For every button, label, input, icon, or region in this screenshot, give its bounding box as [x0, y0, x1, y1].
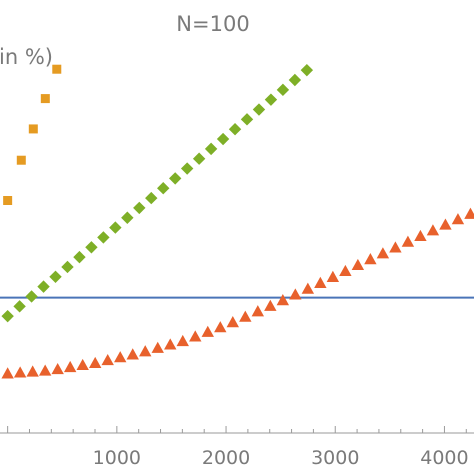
triangle-point	[26, 365, 39, 377]
triangle-point	[426, 224, 440, 236]
x-tick-label: 3000	[311, 447, 359, 469]
triangle-point	[414, 229, 427, 242]
diamond-point	[85, 241, 98, 254]
triangle-point	[164, 338, 177, 350]
square-point	[16, 155, 26, 165]
diamond-point	[109, 221, 122, 234]
diamond-point	[13, 300, 26, 313]
triangle-point	[326, 270, 340, 282]
diamond-point	[157, 182, 170, 195]
triangle-point	[1, 367, 14, 379]
series-triangle	[1, 207, 474, 379]
triangle-point	[376, 247, 390, 259]
diamond-point	[180, 162, 194, 175]
triangle-point	[401, 235, 415, 247]
square-point	[40, 94, 50, 104]
x-tick-label: 4000	[420, 447, 468, 469]
diamond-point	[216, 132, 230, 146]
triangle-point	[76, 358, 89, 371]
diamond-point	[276, 83, 290, 97]
diamond-point	[97, 231, 110, 244]
y-axis-label: in %)	[0, 45, 53, 69]
triangle-point	[389, 241, 402, 253]
diamond-point	[300, 63, 314, 77]
triangle-point	[114, 351, 127, 363]
triangle-point	[364, 253, 377, 265]
triangle-point	[38, 364, 52, 376]
diamond-point	[240, 113, 254, 126]
diamond-point	[145, 191, 158, 205]
triangle-point	[214, 321, 227, 333]
series-layer	[0, 63, 474, 379]
diamond-point	[133, 201, 146, 215]
triangle-point	[264, 299, 277, 311]
triangle-point	[189, 330, 202, 342]
triangle-point	[176, 334, 189, 347]
square-point	[52, 64, 62, 74]
diamond-point	[61, 260, 74, 274]
triangle-point	[339, 264, 352, 276]
triangle-point	[101, 353, 114, 366]
triangle-point	[51, 362, 64, 375]
series-square	[3, 64, 62, 206]
triangle-point	[451, 213, 465, 225]
diamond-point	[228, 122, 242, 136]
triangle-point	[201, 325, 214, 337]
triangle-point	[276, 294, 290, 306]
triangle-point	[139, 345, 152, 357]
triangle-point	[314, 276, 327, 288]
triangle-point	[439, 218, 452, 230]
diamond-point	[264, 93, 278, 106]
diamond-point	[204, 142, 218, 156]
triangle-point	[464, 207, 474, 219]
diamond-point	[252, 103, 266, 116]
diamond-point	[121, 211, 134, 224]
x-tick-label: 2000	[202, 447, 250, 469]
triangle-point	[13, 366, 27, 378]
x-tick-label: 1000	[93, 447, 141, 469]
diamond-point	[1, 309, 14, 323]
x-axis: 10002000300040005	[0, 426, 474, 469]
square-point	[28, 124, 38, 134]
triangle-point	[151, 341, 164, 353]
triangle-point	[63, 360, 77, 373]
diamond-point	[37, 280, 50, 293]
diamond-point	[169, 172, 182, 185]
triangle-point	[351, 258, 365, 271]
chart-title: N=100	[176, 12, 249, 36]
diamond-point	[288, 73, 302, 87]
diamond-point	[192, 152, 206, 165]
triangle-point	[239, 310, 252, 322]
triangle-point	[301, 282, 315, 294]
triangle-point	[89, 356, 102, 368]
square-point	[3, 196, 13, 206]
series-diamond	[1, 63, 314, 323]
diamond-point	[73, 250, 86, 264]
triangle-point	[251, 305, 265, 317]
triangle-point	[289, 288, 302, 300]
diamond-point	[49, 270, 62, 283]
triangle-point	[126, 348, 139, 360]
diamond-point	[25, 290, 38, 303]
triangle-point	[226, 316, 239, 328]
